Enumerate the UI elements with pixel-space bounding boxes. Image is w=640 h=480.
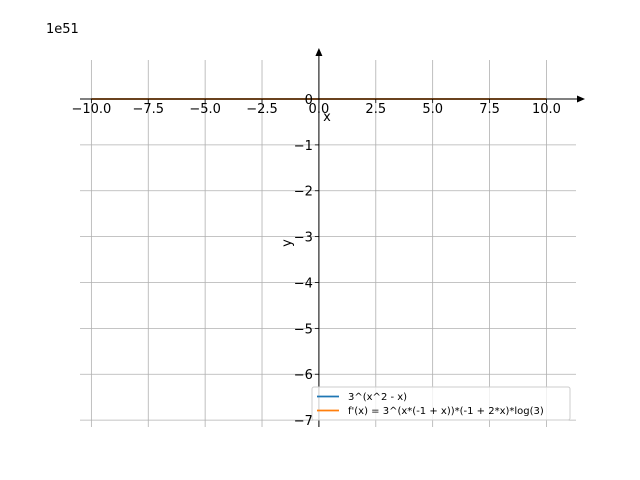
y-axis-arrow <box>315 48 323 56</box>
y-tick-label-6: −6 <box>294 368 313 383</box>
offset-text: 1e51 <box>46 22 79 37</box>
x-tick-label-3: −2.5 <box>246 102 278 117</box>
legend-label-series-2: f'(x) = 3^(x*(-1 + x))*(-1 + 2*x)*log(3) <box>348 406 544 417</box>
legend: 3^(x^2 - x) f'(x) = 3^(x*(-1 + x))*(-1 +… <box>311 386 571 421</box>
y-tick-label-2: −2 <box>294 185 313 200</box>
x-axis-arrow <box>577 95 585 103</box>
x-tick-label-0: −10.0 <box>71 102 111 117</box>
x-tick-label-2: −5.0 <box>189 102 221 117</box>
y-tick-label-7: −7 <box>294 414 313 429</box>
x-tick-label-7: 7.5 <box>479 102 500 117</box>
legend-box <box>311 386 571 421</box>
y-tick-label-1: −1 <box>294 139 313 154</box>
y-tick-label-4: −4 <box>294 276 313 291</box>
y-axis-label: y <box>280 239 295 247</box>
ticks: −10.0 −7.5 −5.0 −2.5 0.0 2.5 5.0 7.5 10.0 0 −1 −2 −3… <box>71 93 560 429</box>
y-tick-label-3: −3 <box>294 231 313 246</box>
x-tick-label-6: 5.0 <box>422 102 443 117</box>
axes <box>80 48 585 427</box>
x-tick-label-1: −7.5 <box>132 102 164 117</box>
x-tick-label-4: 0.0 <box>309 102 330 117</box>
y-tick-label-5: −5 <box>294 322 313 337</box>
y-tick-label-0: 0 <box>305 93 313 108</box>
x-axis-label: x <box>323 110 331 125</box>
x-tick-label-8: 10.0 <box>532 102 561 117</box>
x-tick-label-5: 2.5 <box>365 102 386 117</box>
legend-label-series-1: 3^(x^2 - x) <box>348 392 407 403</box>
